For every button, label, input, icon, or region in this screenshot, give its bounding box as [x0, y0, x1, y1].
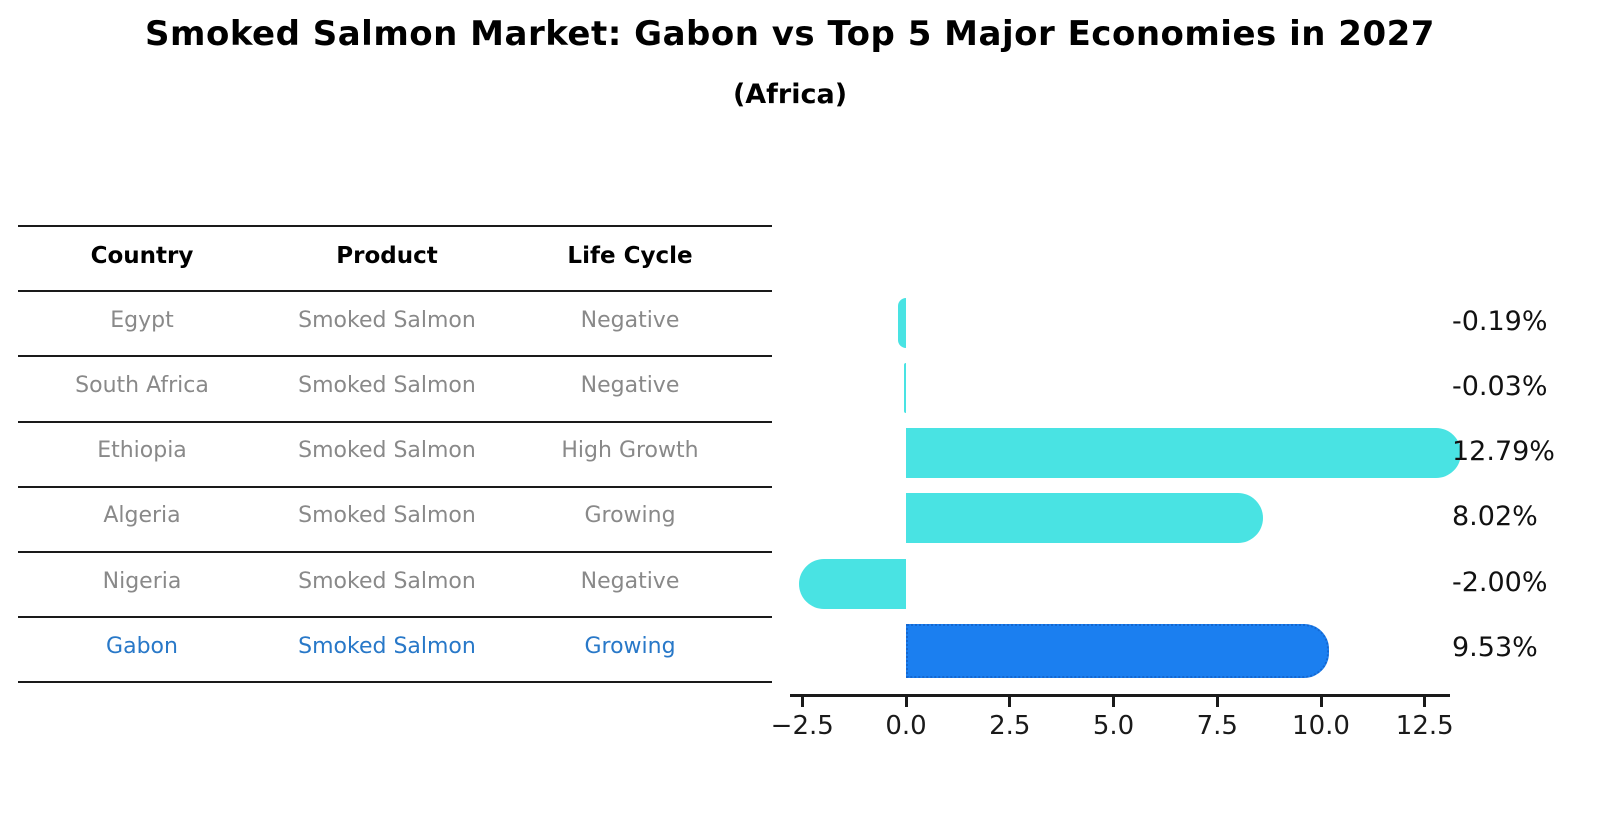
- table-cell-life-cycle: Negative: [580, 373, 680, 398]
- x-tick-label: 12.5: [1395, 711, 1454, 741]
- table-cell-product: Smoked Salmon: [298, 633, 476, 659]
- x-tick-label: 0.0: [885, 711, 927, 741]
- x-tick-label: 5.0: [1092, 711, 1135, 741]
- table-cell-country: Nigeria: [102, 568, 182, 594]
- table-cell-product: Smoked Salmon: [298, 503, 476, 529]
- x-tick: [1008, 697, 1012, 707]
- value-label: -2.00%: [1452, 566, 1548, 598]
- x-tick: [904, 697, 908, 707]
- table-rule: [18, 681, 772, 684]
- table-rule: [18, 290, 772, 293]
- value-label: 9.53%: [1452, 631, 1538, 663]
- value-label: -0.19%: [1452, 305, 1548, 337]
- x-tick-label: −2.5: [770, 711, 834, 741]
- table-cell-country: Algeria: [103, 503, 181, 529]
- column-header-product: Product: [336, 243, 438, 269]
- table-cell-life-cycle: High Growth: [561, 438, 699, 464]
- x-tick: [1319, 697, 1323, 707]
- bar-egypt: [898, 297, 906, 348]
- x-tick: [800, 697, 804, 707]
- table-rule: [18, 225, 772, 227]
- column-header-country: Country: [90, 243, 194, 269]
- table-cell-country: Egypt: [110, 307, 174, 333]
- table-cell-product: Smoked Salmon: [298, 438, 476, 464]
- table-cell-life-cycle: Growing: [584, 503, 676, 529]
- x-tick-label: 10.0: [1292, 711, 1350, 741]
- bar-ethiopia: [906, 428, 1461, 479]
- table-cell-product: Smoked Salmon: [298, 568, 476, 594]
- chart-subtitle: (Africa): [732, 79, 848, 110]
- table-rule: [18, 551, 772, 553]
- table-cell-country: Ethiopia: [97, 438, 187, 464]
- table-rule: [18, 616, 772, 619]
- x-tick-label: 2.5: [989, 711, 1031, 741]
- value-label: 8.02%: [1452, 501, 1538, 533]
- table-rule: [18, 355, 772, 358]
- x-tick: [1112, 697, 1115, 707]
- table-cell-life-cycle: Negative: [580, 307, 680, 333]
- x-tick-label: 7.5: [1196, 711, 1238, 741]
- bar-nigeria: [799, 558, 906, 609]
- x-tick: [1215, 697, 1219, 707]
- table-cell-product: Smoked Salmon: [298, 307, 476, 333]
- table-rule: [18, 485, 772, 488]
- table-cell-life-cycle: Growing: [584, 633, 676, 659]
- table-rule: [18, 420, 772, 423]
- table-cell-country: Gabon: [106, 633, 178, 659]
- bar-south-africa: [904, 363, 906, 413]
- bar-gabon: [906, 623, 1330, 678]
- value-label: -0.03%: [1452, 371, 1548, 402]
- x-axis-line: [790, 694, 1450, 697]
- table-cell-product: Smoked Salmon: [298, 373, 476, 398]
- chart-title: Smoked Salmon Market: Gabon vs Top 5 Maj…: [145, 14, 1435, 54]
- bar-algeria: [906, 493, 1263, 544]
- table-cell-country: South Africa: [75, 373, 209, 398]
- value-label: 12.79%: [1452, 436, 1555, 468]
- table-cell-life-cycle: Negative: [580, 568, 680, 594]
- column-header-life-cycle: Life Cycle: [567, 243, 693, 269]
- x-tick: [1423, 697, 1427, 707]
